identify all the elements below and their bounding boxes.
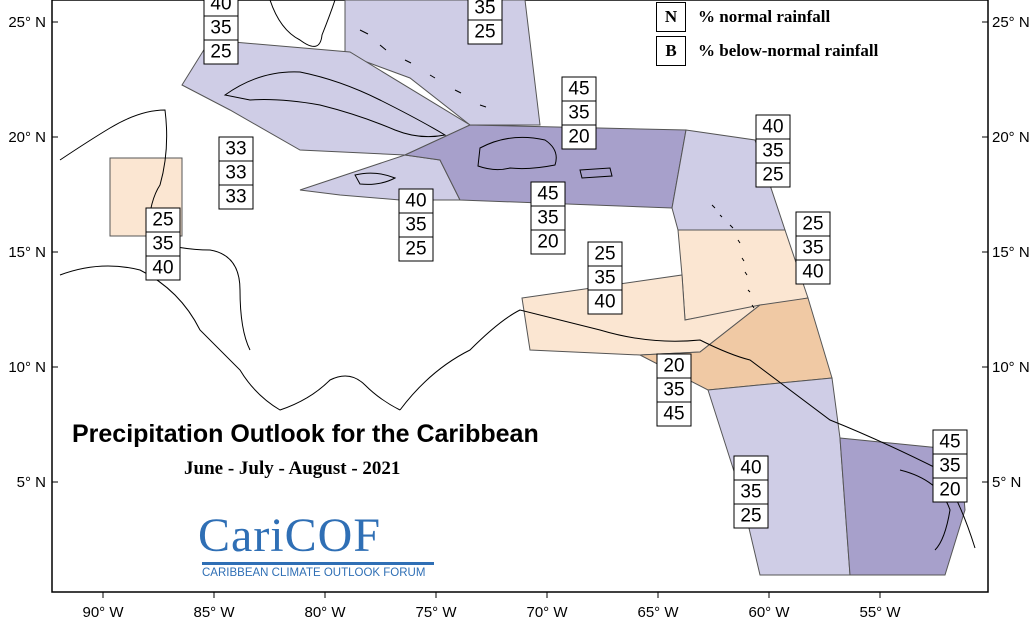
legend-row-below: B % below-normal rainfall bbox=[656, 34, 878, 68]
prob-normal: 35 bbox=[663, 380, 684, 401]
lat-label: 5° N bbox=[17, 474, 46, 491]
bahamas-islands bbox=[359, 29, 487, 108]
lon-label: 55° W bbox=[859, 604, 901, 621]
lat-label: 20° N bbox=[8, 129, 46, 146]
prob-normal: 35 bbox=[568, 103, 589, 124]
lat-label: 15° N bbox=[8, 244, 46, 261]
lon-axis: 90° W 85° W 80° W 75° W 70° W 65° W 60° … bbox=[82, 604, 901, 621]
prob-normal: 35 bbox=[210, 18, 231, 39]
map-title: Precipitation Outlook for the Caribbean bbox=[72, 420, 539, 448]
prob-below: 40 bbox=[152, 258, 173, 279]
lat-label: 25° N bbox=[8, 14, 46, 31]
lat-label: 15° N bbox=[992, 244, 1030, 261]
outlook-box-hispaniola-puerto-rico: 45 35 20 bbox=[561, 76, 597, 150]
prob-normal: 33 bbox=[225, 163, 246, 184]
logo-divider bbox=[202, 562, 434, 565]
lon-label: 90° W bbox=[82, 604, 124, 621]
legend-row-normal: N % normal rainfall bbox=[656, 0, 878, 34]
guianas-coast bbox=[899, 469, 951, 551]
prob-normal: 35 bbox=[594, 268, 615, 289]
prob-above: 40 bbox=[210, 0, 231, 15]
outlook-box-bahamas-west: 40 35 25 bbox=[203, 0, 239, 65]
prob-normal: 35 bbox=[152, 234, 173, 255]
prob-normal: 35 bbox=[802, 238, 823, 259]
lon-label: 60° W bbox=[748, 604, 790, 621]
outlook-box-suriname-french-guiana: 45 35 20 bbox=[932, 429, 968, 503]
prob-above: 20 bbox=[663, 356, 684, 377]
logo-name: CariCOF bbox=[198, 509, 382, 562]
yucatan-coast bbox=[59, 109, 168, 231]
puerto-rico-coast bbox=[579, 167, 613, 179]
lon-ticks bbox=[102, 592, 881, 598]
prob-below: 40 bbox=[594, 292, 615, 313]
florida-coast bbox=[269, 0, 336, 47]
prob-below: 20 bbox=[939, 480, 960, 501]
outlook-box-belize: 25 35 40 bbox=[145, 207, 181, 281]
prob-normal: 35 bbox=[405, 215, 426, 236]
prob-above: 25 bbox=[594, 244, 615, 265]
prob-normal: 35 bbox=[474, 0, 495, 19]
prob-above: 25 bbox=[802, 214, 823, 235]
outlook-box-trinidad-tobago: 20 35 45 bbox=[656, 353, 692, 427]
south-america-north-coast bbox=[399, 309, 976, 549]
legend-text-below: % below-normal rainfall bbox=[698, 41, 879, 60]
legend-text-normal: % normal rainfall bbox=[698, 7, 831, 26]
lat-label: 10° N bbox=[8, 359, 46, 376]
prob-above: 25 bbox=[152, 210, 173, 231]
prob-above: 45 bbox=[537, 184, 558, 205]
prob-normal: 35 bbox=[939, 456, 960, 477]
logo-subtitle: CARIBBEAN CLIMATE OUTLOOK FORUM bbox=[202, 567, 426, 579]
lat-label: 20° N bbox=[992, 129, 1030, 146]
prob-below: 25 bbox=[405, 239, 426, 260]
outlook-box-central-caribbean-sea: 45 35 20 bbox=[530, 181, 566, 255]
prob-below: 20 bbox=[537, 232, 558, 253]
outlook-box-bahamas-east: 35 25 bbox=[467, 0, 503, 45]
lat-ticks bbox=[52, 21, 988, 483]
lat-axis-right: 25° N 20° N 15° N 10° N 5° N bbox=[992, 14, 1030, 491]
lesser-antilles bbox=[711, 204, 755, 309]
prob-below: 33 bbox=[225, 187, 246, 208]
prob-above: 45 bbox=[939, 432, 960, 453]
outlook-box-western-caribbean: 33 33 33 bbox=[218, 136, 254, 210]
jamaica-coast bbox=[354, 172, 397, 185]
prob-below: 40 bbox=[802, 262, 823, 283]
outlook-box-leeward-islands: 40 35 25 bbox=[755, 114, 791, 188]
prob-above: 45 bbox=[568, 79, 589, 100]
central-america-coast bbox=[59, 265, 401, 411]
prob-above: 40 bbox=[405, 191, 426, 212]
prob-below: 25 bbox=[474, 22, 495, 43]
legend-key-below: B bbox=[656, 36, 686, 66]
prob-above: 40 bbox=[740, 458, 761, 479]
lat-label: 5° N bbox=[992, 474, 1021, 491]
caricof-logo: CariCOF CARIBBEAN CLIMATE OUTLOOK FORUM bbox=[198, 512, 438, 582]
lon-label: 75° W bbox=[415, 604, 457, 621]
prob-above: 40 bbox=[762, 117, 783, 138]
lon-label: 80° W bbox=[304, 604, 346, 621]
lon-label: 65° W bbox=[637, 604, 679, 621]
prob-below: 20 bbox=[568, 127, 589, 148]
lon-label: 70° W bbox=[526, 604, 568, 621]
outlook-box-abc-islands: 25 35 40 bbox=[587, 241, 623, 315]
prob-below: 25 bbox=[740, 506, 761, 527]
prob-below: 25 bbox=[210, 42, 231, 63]
prob-above: 33 bbox=[225, 139, 246, 160]
outlook-box-jamaica-cayman: 40 35 25 bbox=[398, 188, 434, 262]
lat-axis-left: 25° N 20° N 15° N 10° N 5° N bbox=[8, 14, 46, 491]
prob-normal: 35 bbox=[762, 141, 783, 162]
cuba-coast bbox=[223, 71, 447, 138]
outlook-box-guyana: 40 35 25 bbox=[733, 455, 769, 529]
hispaniola-coast bbox=[477, 136, 557, 171]
lat-label: 25° N bbox=[992, 14, 1030, 31]
outlook-box-windward-islands: 25 35 40 bbox=[795, 211, 831, 285]
lat-label: 10° N bbox=[992, 359, 1030, 376]
map-subtitle: June - July - August - 2021 bbox=[184, 458, 401, 479]
prob-normal: 35 bbox=[740, 482, 761, 503]
prob-normal: 35 bbox=[537, 208, 558, 229]
legend-key-normal: N bbox=[656, 2, 686, 32]
legend: N % normal rainfall B % below-normal rai… bbox=[656, 0, 878, 68]
lon-label: 85° W bbox=[193, 604, 235, 621]
prob-below: 45 bbox=[663, 404, 684, 425]
prob-below: 25 bbox=[762, 165, 783, 186]
